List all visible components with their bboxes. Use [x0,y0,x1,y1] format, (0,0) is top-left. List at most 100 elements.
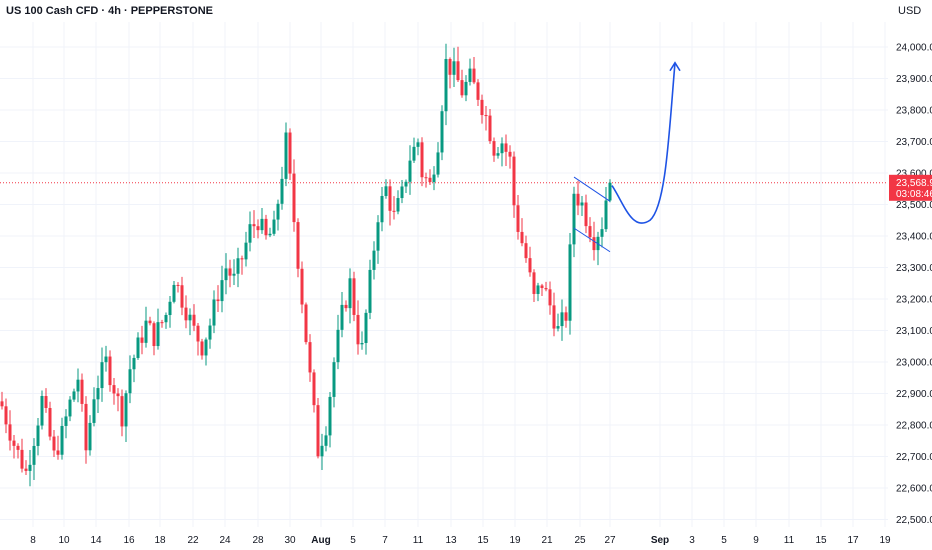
x-tick-label: 14 [90,535,102,546]
candle-body [352,278,356,315]
candle-body [156,322,160,347]
candle-body [592,237,596,251]
candle-body [180,285,184,308]
y-tick-label: 22,700.0 [896,452,932,463]
x-tick-label: 28 [252,535,264,546]
candle-body [292,173,296,223]
candle-body [332,362,336,397]
candle-body [320,445,324,457]
candle-body [340,304,344,330]
candle-body [412,146,416,161]
candle-body [300,268,304,305]
candle-body [52,436,56,451]
candle-body [512,156,516,206]
x-tick-label: 11 [413,535,424,546]
candle-body [420,142,424,178]
candle-body [132,357,136,370]
price-axis[interactable]: 22,500.0 22,600.0 22,700.0 22,800.0 22,900.0… [896,43,932,527]
candle-body [520,231,524,244]
candle-body [172,284,176,302]
y-tick-label: 23,800.0 [896,106,932,117]
x-tick-label: 17 [847,535,859,546]
candle-body [12,440,16,446]
candle-body [72,391,76,400]
candle-body [344,304,348,309]
candle-body [192,314,196,326]
candle-body [208,325,212,340]
candle-body [460,80,464,96]
x-tick-label: 15 [815,535,827,546]
candle-body [104,356,108,363]
candle-body [312,372,316,406]
grid-lines [0,22,888,527]
candle-body [216,299,220,302]
candle-body [428,177,432,183]
x-tick-label: 15 [477,535,489,546]
candle-body [280,178,284,204]
candle-body [496,153,500,156]
candle-body [204,339,208,356]
y-tick-label: 23,200.0 [896,295,932,306]
candle-body [504,143,508,152]
candle-body [548,289,552,306]
candle-body [296,222,300,269]
x-tick-label: 30 [284,535,296,546]
candle-body [0,401,4,407]
candle-body [388,186,392,211]
annotation-drawings[interactable] [573,61,681,253]
symbol-title[interactable]: US 100 Cash CFD · 4h · PEPPERSTONE [6,5,214,17]
x-tick-label: 8 [30,535,36,546]
candle-body [88,422,92,451]
candle-body [484,115,488,117]
time-axis[interactable]: 8 10 14 16 18 22 24 28 30 Aug 5 7 11 13 15 19 21 25 27 Sep 3… [30,535,891,546]
candle-body [500,143,504,154]
x-tick-label: 27 [604,535,616,546]
candle-body [444,58,448,112]
x-tick-label: 5 [350,535,356,546]
candle-body [516,205,520,232]
y-tick-label: 23,300.0 [896,263,932,274]
projection-arrowhead [669,61,681,72]
candle-body [64,416,68,426]
candle-body [396,198,400,212]
candle-body [228,268,232,276]
candle-body [164,315,168,323]
candle-body [372,250,376,270]
candle-body [236,258,240,274]
x-tick-label: 18 [154,535,166,546]
candle-body [456,61,460,81]
x-tick-label: 5 [721,535,727,546]
candle-body [248,224,252,243]
candle-body [384,186,388,196]
candle-body [540,285,544,289]
candle-body [68,399,72,417]
x-tick-label: 16 [123,535,135,546]
candle-body [8,424,12,441]
x-tick-label: Aug [311,535,330,546]
x-tick-label: 22 [187,535,199,546]
candle-body [136,337,140,358]
candle-body [576,193,580,206]
x-tick-label: 3 [689,535,695,546]
candle-body [436,152,440,175]
last-price-label: 23,568.9 [896,178,932,189]
candle-body [60,425,64,455]
candle-body [80,379,84,404]
y-tick-label: 24,000.0 [896,43,932,54]
candle-body [408,160,412,182]
channel-lower-line [573,227,611,253]
x-tick-label: 24 [219,535,231,546]
candle-body [468,68,472,82]
y-tick-label: 23,000.0 [896,358,932,369]
candle-body [564,312,568,321]
candle-body [488,115,492,142]
candle-body [288,132,292,174]
y-tick-label: 23,500.0 [896,200,932,211]
candle-body [316,405,320,457]
currency-label[interactable]: USD [898,5,922,17]
candle-body [196,325,200,342]
candle-body [588,226,592,238]
candle-body [40,396,44,426]
candle-body [36,425,40,446]
